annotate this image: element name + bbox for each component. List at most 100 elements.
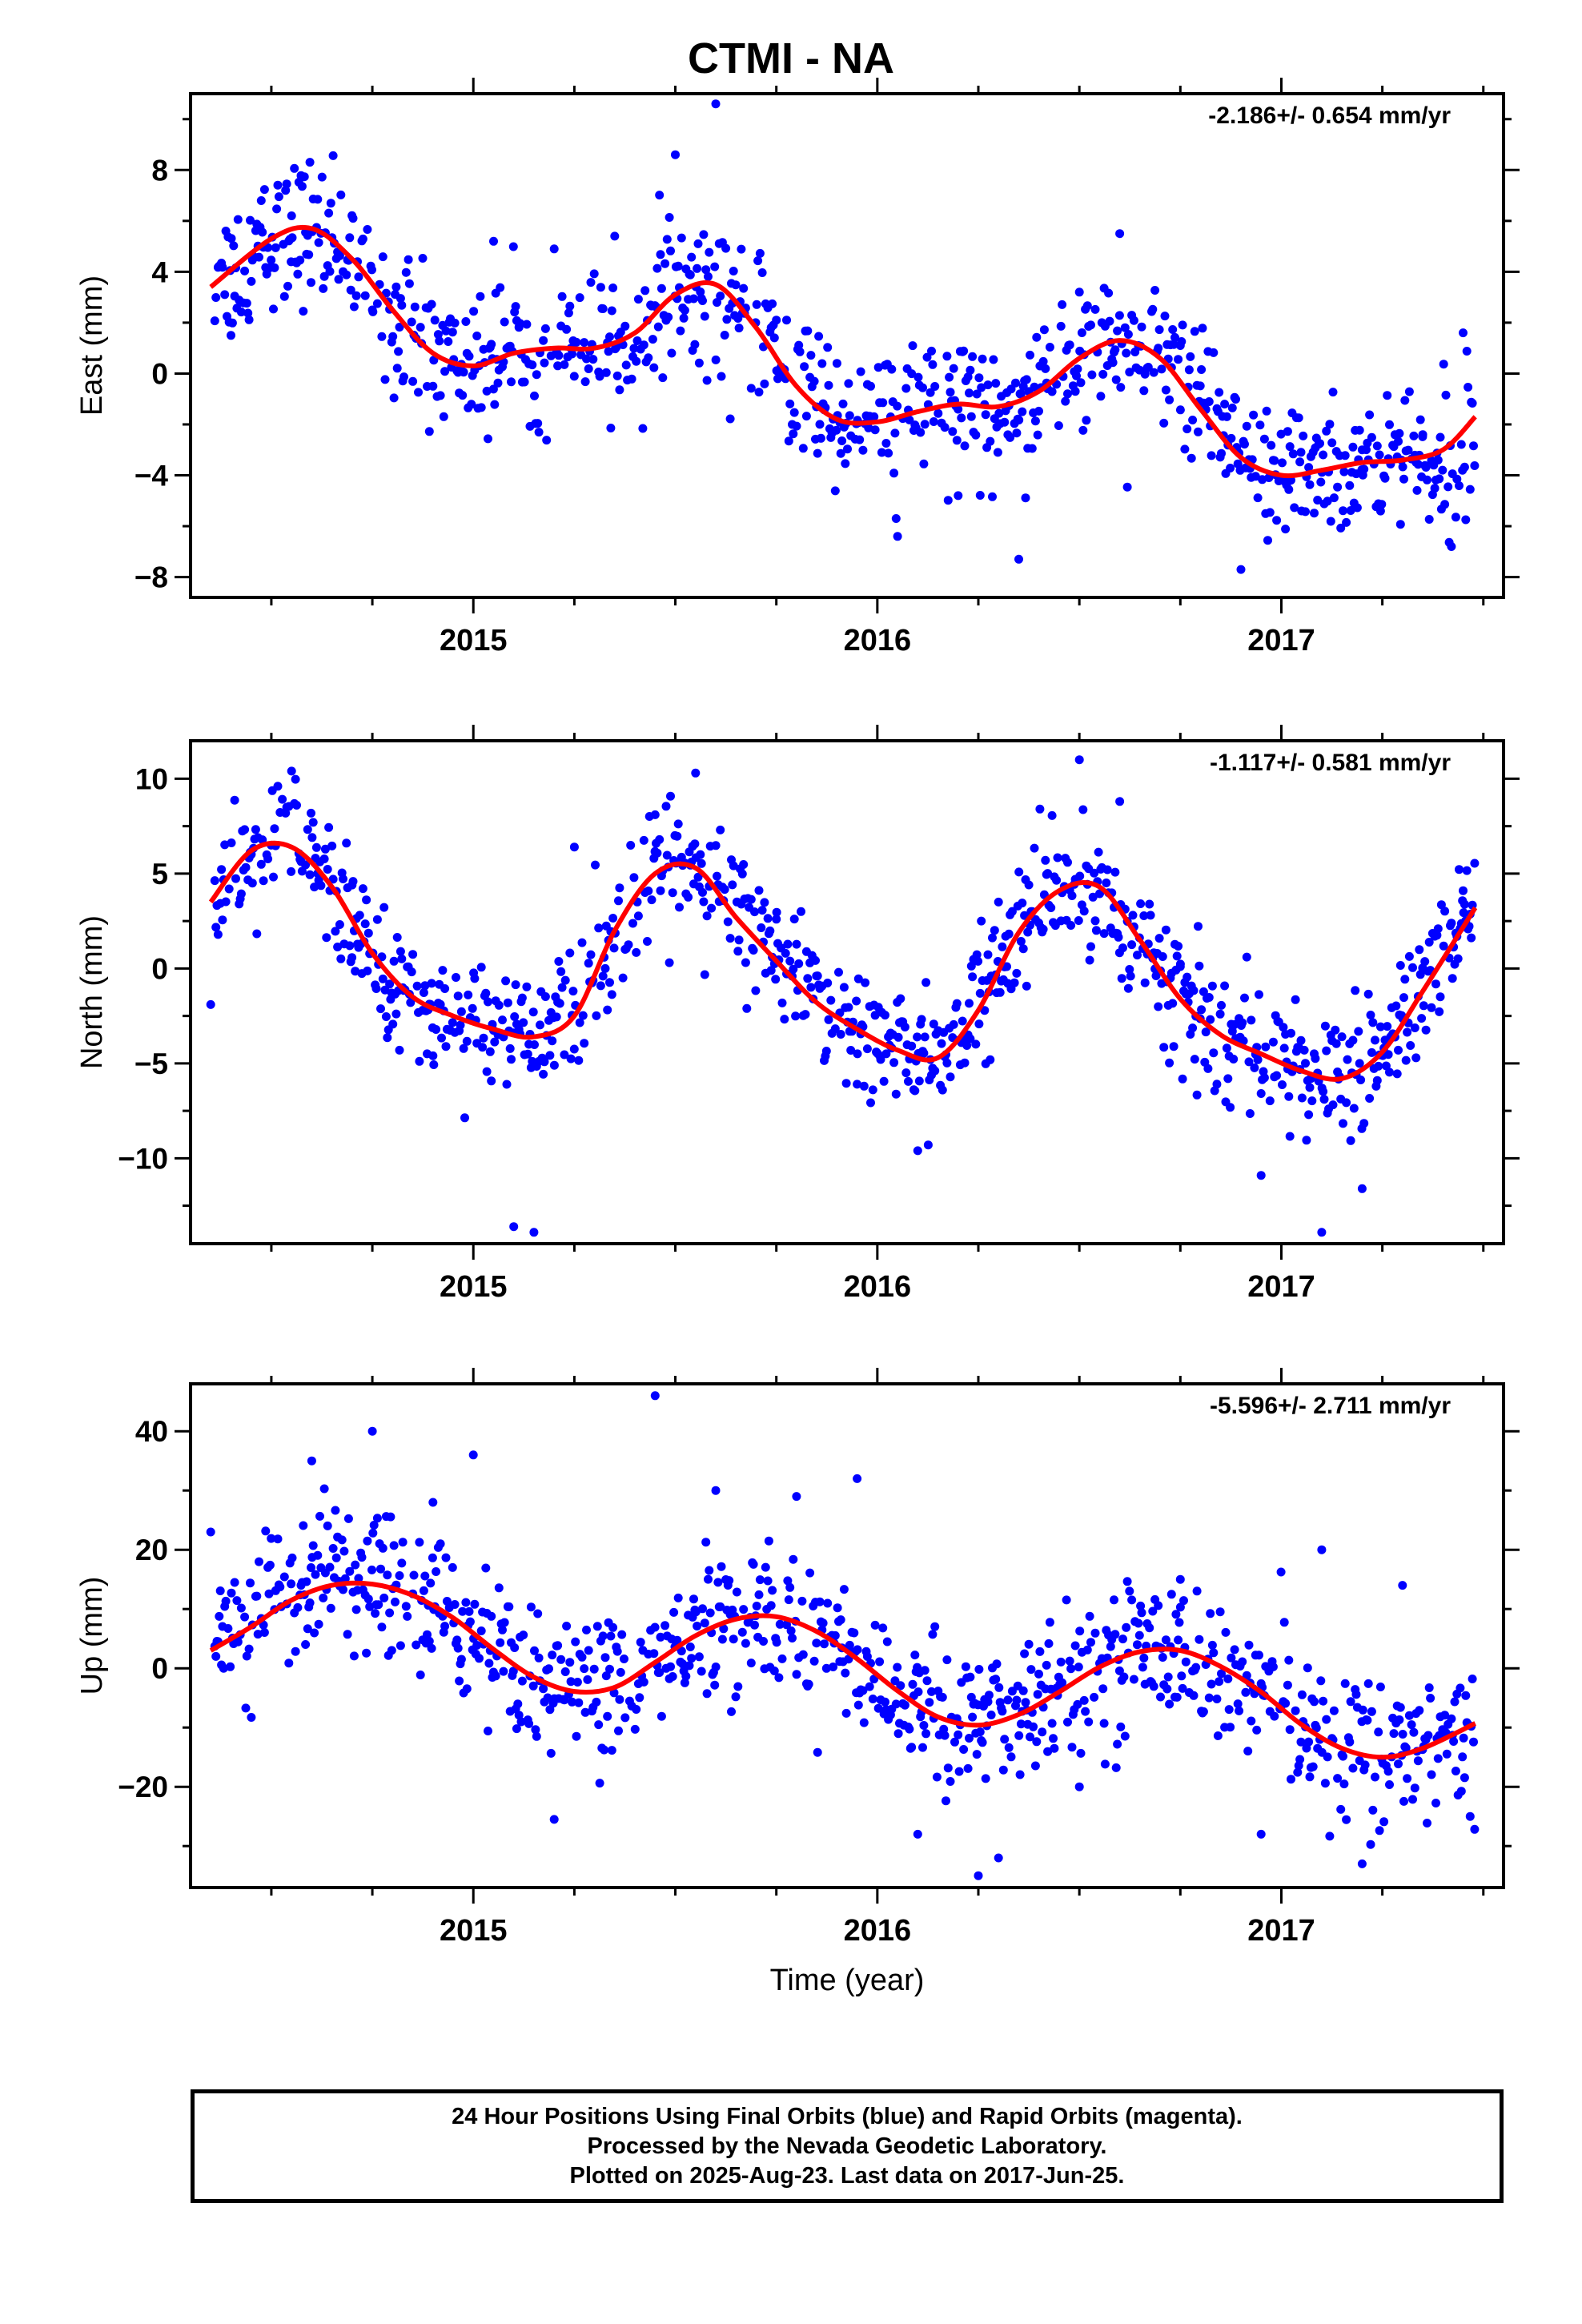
data-point: [1156, 1692, 1165, 1702]
data-point: [1194, 427, 1203, 436]
data-point: [548, 1036, 557, 1046]
data-point: [247, 276, 256, 286]
data-point: [1391, 1001, 1401, 1011]
data-point: [954, 491, 963, 501]
data-point: [1339, 506, 1347, 516]
data-point: [1026, 1732, 1034, 1742]
data-point: [336, 954, 346, 963]
data-point: [1459, 1733, 1468, 1743]
data-point: [994, 408, 1004, 418]
data-point: [680, 1678, 689, 1687]
data-point: [1401, 1055, 1411, 1065]
data-point: [620, 1713, 630, 1723]
data-point: [626, 841, 636, 850]
data-point: [818, 1618, 828, 1628]
data-point: [974, 956, 983, 966]
data-point: [1333, 1774, 1343, 1783]
data-point: [698, 887, 707, 897]
data-point: [548, 1651, 557, 1660]
data-point: [977, 916, 986, 926]
data-point: [927, 1687, 936, 1696]
data-point: [1186, 352, 1195, 361]
data-point: [650, 1391, 660, 1401]
data-point: [371, 1609, 380, 1618]
data-point: [584, 959, 593, 968]
data-point: [501, 976, 511, 986]
data-point: [575, 1018, 584, 1027]
data-point: [919, 459, 929, 468]
data-point: [470, 974, 480, 983]
data-point: [1265, 1096, 1275, 1106]
data-point: [389, 956, 399, 966]
data-point: [1283, 1680, 1292, 1690]
data-point: [355, 911, 364, 920]
data-point: [1224, 1705, 1234, 1715]
data-point: [472, 1641, 482, 1650]
data-point: [1409, 1727, 1419, 1737]
data-point: [513, 1699, 523, 1709]
data-point: [505, 1043, 515, 1053]
data-point: [555, 999, 564, 1008]
data-point: [1395, 1703, 1405, 1712]
data-point: [913, 1032, 922, 1042]
data-point: [272, 204, 282, 214]
data-point: [1423, 1731, 1433, 1740]
data-point: [1354, 1027, 1363, 1036]
data-point: [620, 1655, 628, 1663]
data-point: [1096, 392, 1106, 401]
data-point: [998, 1765, 1008, 1775]
data-point: [797, 1596, 807, 1606]
data-point: [1469, 441, 1478, 451]
data-point: [636, 1638, 645, 1647]
data-point: [960, 1058, 970, 1068]
data-point: [1157, 364, 1166, 374]
data-point: [836, 1030, 845, 1039]
data-point: [1420, 957, 1430, 967]
data-point: [367, 305, 377, 315]
data-point: [782, 1620, 791, 1630]
data-point: [605, 978, 614, 987]
data-point: [565, 948, 575, 958]
data-point: [789, 915, 799, 924]
data-point: [376, 1564, 385, 1574]
data-point: [415, 1056, 424, 1066]
data-point: [331, 1506, 340, 1515]
data-point: [913, 372, 923, 382]
data-point: [873, 1703, 883, 1713]
data-point: [739, 283, 749, 293]
data-point: [299, 307, 308, 316]
data-point: [1276, 1567, 1286, 1577]
data-point: [711, 841, 721, 850]
data-point: [690, 340, 700, 349]
data-point: [436, 391, 445, 400]
data-point: [965, 1734, 974, 1743]
data-point: [577, 1652, 587, 1662]
data-point: [1244, 1057, 1254, 1067]
data-point: [440, 1622, 450, 1631]
data-point: [1154, 1601, 1163, 1610]
data-point: [415, 1538, 424, 1547]
data-point: [346, 285, 355, 295]
data-point: [858, 445, 868, 455]
data-point: [494, 1583, 504, 1593]
data-point: [1136, 899, 1146, 908]
data-point: [1297, 1690, 1307, 1699]
data-point: [328, 1544, 338, 1553]
data-point: [760, 379, 769, 388]
data-point: [1022, 375, 1031, 384]
data-point: [1253, 1055, 1263, 1064]
data-point: [549, 1060, 559, 1070]
data-point: [1348, 1763, 1358, 1773]
data-point: [1215, 1009, 1225, 1019]
data-point: [499, 1667, 508, 1676]
data-point: [554, 351, 564, 360]
data-point: [358, 234, 367, 243]
data-point: [910, 1086, 920, 1096]
data-point: [1367, 1047, 1376, 1057]
data-point: [644, 887, 653, 895]
data-point: [1243, 1747, 1253, 1756]
data-point: [316, 881, 326, 891]
data-point: [838, 399, 848, 408]
data-point: [1424, 1683, 1434, 1692]
data-point: [1460, 899, 1469, 909]
